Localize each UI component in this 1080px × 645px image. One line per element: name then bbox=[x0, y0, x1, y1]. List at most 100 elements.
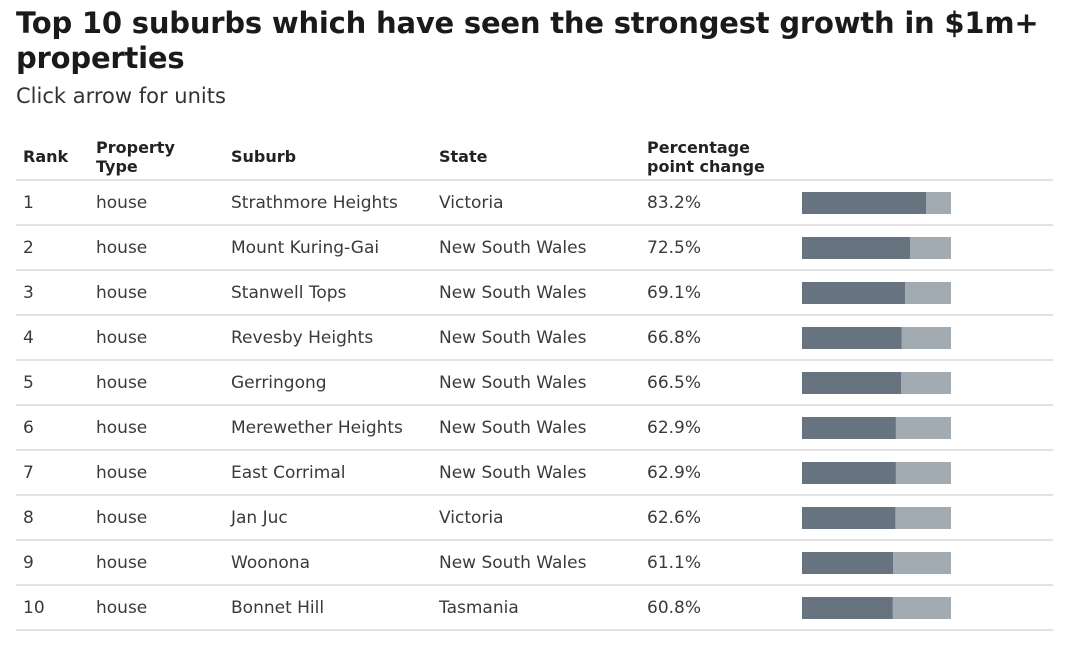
state-cell: Tasmania bbox=[432, 585, 640, 631]
column-header-state: State bbox=[432, 134, 640, 181]
suburb-cell: Strathmore Heights bbox=[224, 180, 432, 226]
property-type-cell: house bbox=[89, 180, 224, 226]
suburb-cell: Revesby Heights bbox=[224, 315, 432, 361]
change-cell: 66.8% bbox=[640, 315, 795, 361]
rank-cell: 2 bbox=[16, 225, 89, 271]
bar-fill bbox=[802, 551, 894, 574]
bar-graphic bbox=[802, 371, 951, 394]
table-row: 1 house Strathmore Heights Victoria 83.2% bbox=[16, 180, 1053, 226]
bar-graphic bbox=[802, 191, 951, 214]
property-type-cell: house bbox=[89, 585, 224, 631]
bar-graphic bbox=[802, 236, 951, 259]
table-row: 2 house Mount Kuring-Gai New South Wales 72.… bbox=[16, 225, 1053, 271]
chart-container: Top 10 suburbs which have seen the stron… bbox=[16, 6, 1056, 631]
state-cell: New South Wales bbox=[432, 225, 640, 271]
chart-subtitle: Click arrow for units bbox=[16, 84, 226, 108]
bar-fill bbox=[802, 371, 902, 394]
bar-cell bbox=[795, 270, 1053, 316]
state-cell: Victoria bbox=[432, 180, 640, 226]
bar-cell bbox=[795, 585, 1053, 631]
bar-graphic bbox=[802, 506, 951, 529]
table-row: 3 house Stanwell Tops New South Wales 69.1% bbox=[16, 270, 1053, 316]
property-type-cell: house bbox=[89, 315, 224, 361]
bar-cell bbox=[795, 540, 1053, 586]
bar-fill bbox=[802, 326, 902, 349]
column-header-rank: Rank bbox=[16, 134, 89, 181]
table-row: 5 house Gerringong New South Wales 66.5% bbox=[16, 360, 1053, 406]
column-header-change: Percentage point change bbox=[640, 134, 795, 181]
state-cell: New South Wales bbox=[432, 405, 640, 451]
bar-cell bbox=[795, 450, 1053, 496]
ranking-table: Rank Property Type Suburb State Percenta… bbox=[16, 134, 1053, 631]
change-cell: 66.5% bbox=[640, 360, 795, 406]
column-header-bar bbox=[795, 134, 1053, 181]
rank-cell: 5 bbox=[16, 360, 89, 406]
suburb-cell: Stanwell Tops bbox=[224, 270, 432, 316]
change-cell: 62.9% bbox=[640, 405, 795, 451]
property-type-cell: house bbox=[89, 270, 224, 316]
column-header-property-type: Property Type bbox=[89, 134, 224, 181]
property-type-cell: house bbox=[89, 540, 224, 586]
bar-graphic bbox=[802, 281, 951, 304]
bar-graphic bbox=[802, 461, 951, 484]
change-cell: 72.5% bbox=[640, 225, 795, 271]
rank-cell: 1 bbox=[16, 180, 89, 226]
property-type-cell: house bbox=[89, 360, 224, 406]
state-cell: New South Wales bbox=[432, 315, 640, 361]
rank-cell: 7 bbox=[16, 450, 89, 496]
bar-fill bbox=[802, 191, 926, 214]
state-cell: New South Wales bbox=[432, 540, 640, 586]
rank-cell: 4 bbox=[16, 315, 89, 361]
suburb-cell: Jan Juc bbox=[224, 495, 432, 541]
rank-cell: 3 bbox=[16, 270, 89, 316]
rank-cell: 8 bbox=[16, 495, 89, 541]
change-cell: 62.9% bbox=[640, 450, 795, 496]
table-row: 7 house East Corrimal New South Wales 62.9% bbox=[16, 450, 1053, 496]
suburb-cell: Bonnet Hill bbox=[224, 585, 432, 631]
property-type-cell: house bbox=[89, 495, 224, 541]
rank-cell: 6 bbox=[16, 405, 89, 451]
state-cell: New South Wales bbox=[432, 270, 640, 316]
bar-fill bbox=[802, 506, 896, 529]
suburb-cell: Merewether Heights bbox=[224, 405, 432, 451]
property-type-cell: house bbox=[89, 450, 224, 496]
bar-cell bbox=[795, 315, 1053, 361]
bar-graphic bbox=[802, 416, 951, 439]
column-header-suburb: Suburb bbox=[224, 134, 432, 181]
column-header-change-label: Percentage point change bbox=[647, 137, 765, 176]
bar-fill bbox=[802, 416, 896, 439]
rank-cell: 10 bbox=[16, 585, 89, 631]
bar-graphic bbox=[802, 551, 951, 574]
change-cell: 69.1% bbox=[640, 270, 795, 316]
bar-fill bbox=[802, 236, 911, 259]
suburb-cell: Woonona bbox=[224, 540, 432, 586]
column-header-property-type-label: Property Type bbox=[96, 137, 175, 176]
property-type-cell: house bbox=[89, 225, 224, 271]
state-cell: Victoria bbox=[432, 495, 640, 541]
table-header-row: Rank Property Type Suburb State Percenta… bbox=[16, 134, 1053, 181]
suburb-cell: East Corrimal bbox=[224, 450, 432, 496]
bar-fill bbox=[802, 461, 896, 484]
bar-cell bbox=[795, 180, 1053, 226]
change-cell: 60.8% bbox=[640, 585, 795, 631]
rank-cell: 9 bbox=[16, 540, 89, 586]
table-row: 10 house Bonnet Hill Tasmania 60.8% bbox=[16, 585, 1053, 631]
bar-graphic bbox=[802, 596, 951, 619]
bar-cell bbox=[795, 405, 1053, 451]
table-body: 1 house Strathmore Heights Victoria 83.2% 2 ho… bbox=[16, 180, 1053, 631]
bar-graphic bbox=[802, 326, 951, 349]
change-cell: 61.1% bbox=[640, 540, 795, 586]
table-row: 8 house Jan Juc Victoria 62.6% bbox=[16, 495, 1053, 541]
suburb-cell: Mount Kuring-Gai bbox=[224, 225, 432, 271]
bar-fill bbox=[802, 596, 893, 619]
table-row: 6 house Merewether Heights New South Wales 6… bbox=[16, 405, 1053, 451]
state-cell: New South Wales bbox=[432, 450, 640, 496]
bar-cell bbox=[795, 360, 1053, 406]
chart-title: Top 10 suburbs which have seen the stron… bbox=[16, 6, 1039, 75]
property-type-cell: house bbox=[89, 405, 224, 451]
table-row: 9 house Woonona New South Wales 61.1% bbox=[16, 540, 1053, 586]
change-cell: 62.6% bbox=[640, 495, 795, 541]
bar-cell bbox=[795, 495, 1053, 541]
change-cell: 83.2% bbox=[640, 180, 795, 226]
bar-fill bbox=[802, 281, 905, 304]
